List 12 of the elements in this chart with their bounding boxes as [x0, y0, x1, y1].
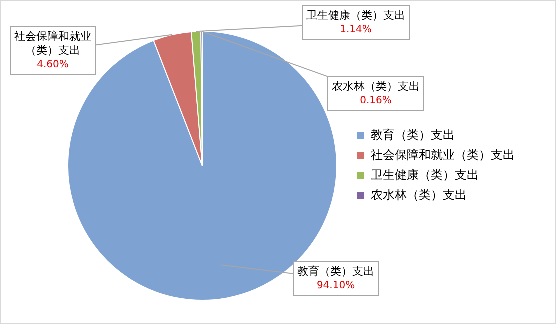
slice-label: 教育（类）支出 — [298, 264, 374, 278]
data-label: 4.60% — [37, 60, 69, 71]
legend-label: 教育（类）支出 — [371, 128, 455, 142]
slice-label: 社会保障和就业（类）支出 — [14, 30, 92, 57]
slice-label: 卫生健康（类）支出 — [306, 8, 406, 22]
slice-label: 农水林（类）支出 — [332, 80, 420, 93]
legend-label: 卫生健康（类）支出 — [371, 168, 479, 182]
data-label: 0.16% — [360, 96, 392, 107]
legend-label: 社会保障和就业（类）支出 — [371, 148, 515, 162]
data-label: 1.14% — [340, 24, 372, 36]
legend-label: 农水林（类）支出 — [371, 188, 467, 202]
data-label: 94.10% — [316, 280, 356, 292]
